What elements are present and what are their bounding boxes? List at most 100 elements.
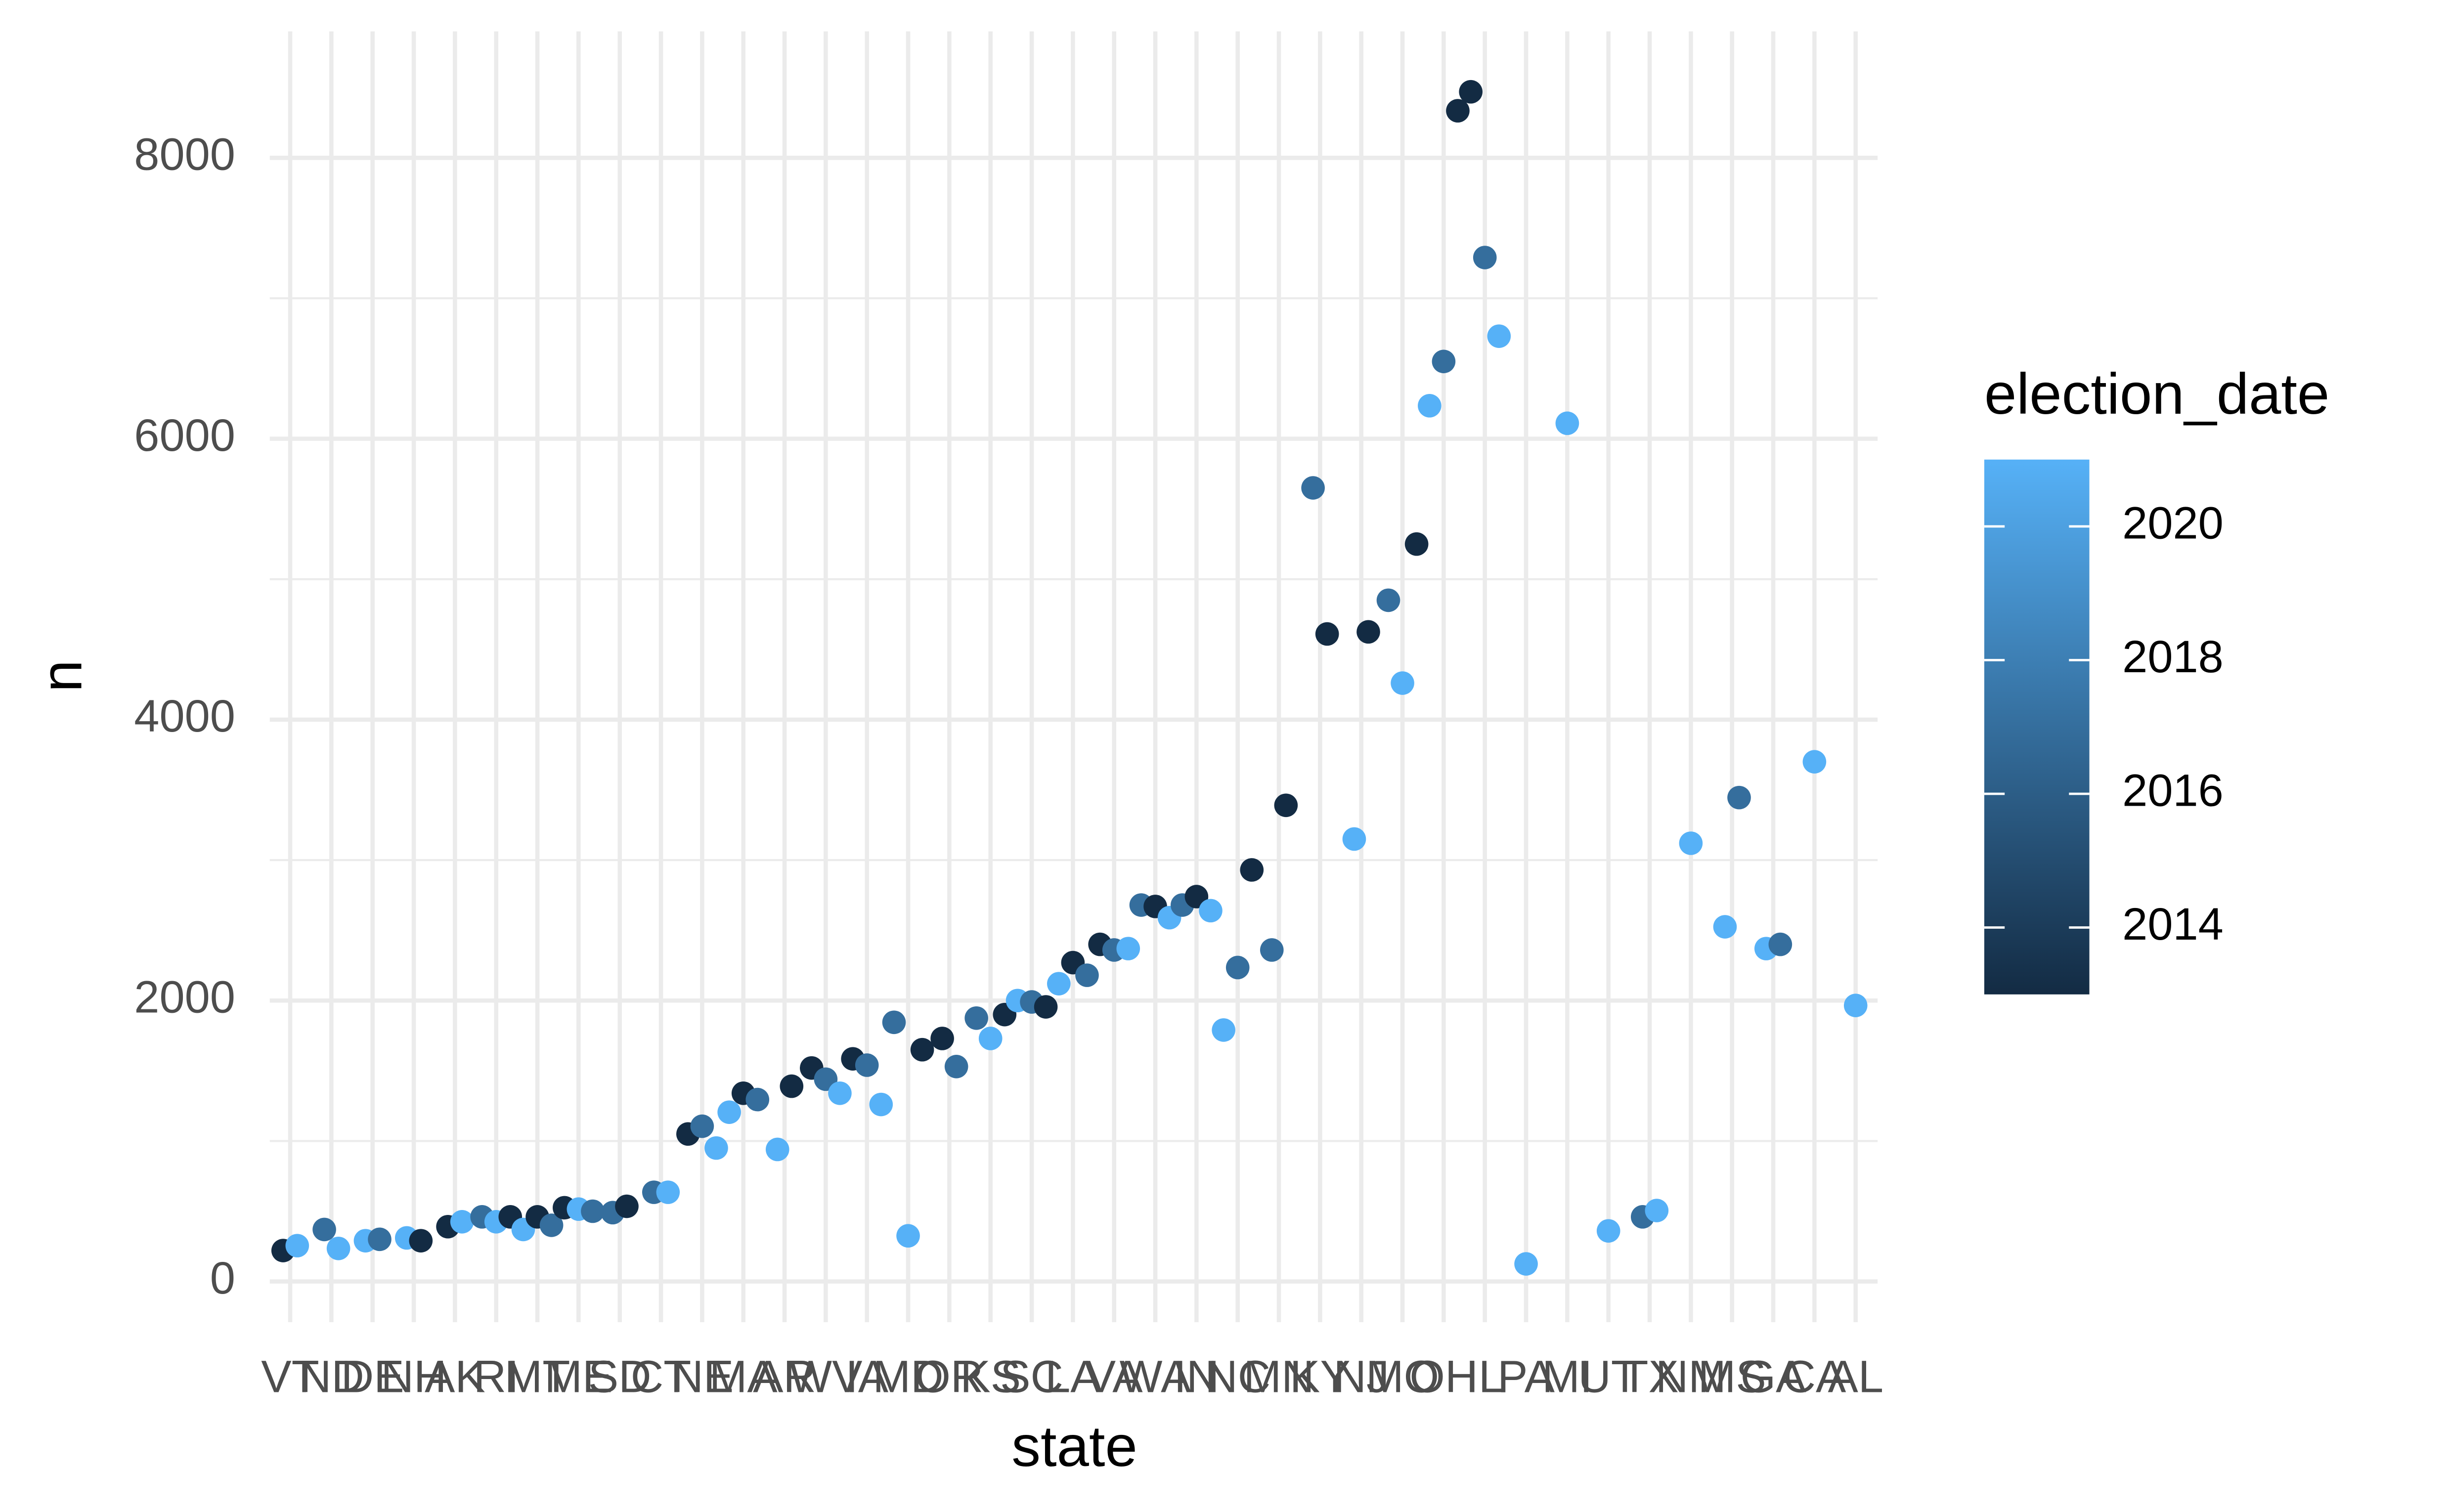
x-tick-label: RI	[474, 1352, 519, 1402]
point	[828, 1081, 852, 1105]
point	[1356, 620, 1380, 644]
legend-label: 2014	[2122, 899, 2224, 950]
point	[1376, 588, 1400, 612]
x-tick-label: MA	[709, 1352, 778, 1402]
x-tick-label: LA	[1045, 1352, 1101, 1402]
legend-label: 2020	[2122, 498, 2224, 548]
point	[1473, 246, 1497, 269]
x-tick-label: MN	[1244, 1352, 1314, 1402]
y-tick-label: 2000	[134, 972, 235, 1023]
x-tick-label: NC	[1205, 1352, 1270, 1402]
point	[1555, 411, 1579, 435]
x-tick-label: MD	[873, 1352, 944, 1402]
x-tick-label: WV	[789, 1352, 862, 1402]
x-tick-label: OR	[915, 1352, 983, 1402]
point	[1240, 858, 1264, 882]
point	[539, 1213, 564, 1237]
point	[326, 1236, 350, 1260]
x-tick-label: KY	[1290, 1352, 1351, 1402]
y-tick-label: 8000	[134, 130, 235, 180]
point	[450, 1210, 474, 1234]
point	[1301, 476, 1325, 500]
point	[1274, 793, 1298, 818]
point	[581, 1199, 605, 1223]
x-tick-label: PA	[1497, 1352, 1555, 1402]
point	[930, 1027, 954, 1050]
x-tick-label: AR	[753, 1352, 816, 1402]
x-tick-label: MO	[1366, 1352, 1439, 1402]
point	[1315, 622, 1339, 646]
point	[1034, 995, 1058, 1019]
x-tick-label: UT	[1578, 1352, 1639, 1402]
point	[1432, 349, 1456, 374]
x-tick-label: NJ	[1334, 1352, 1389, 1402]
legend-label: 2018	[2122, 632, 2224, 682]
x-tick-label: IL	[1466, 1352, 1504, 1402]
point	[1075, 963, 1099, 987]
y-tick-label: 4000	[134, 691, 235, 741]
point	[1514, 1252, 1538, 1276]
point	[1487, 324, 1511, 348]
point	[1802, 750, 1827, 774]
x-tick-label: ND	[299, 1352, 364, 1402]
x-tick-label: CA	[1783, 1352, 1846, 1402]
point	[1446, 99, 1470, 123]
point	[1459, 80, 1483, 104]
point	[896, 1224, 920, 1248]
point	[944, 1055, 968, 1079]
x-tick-label: ME	[544, 1352, 612, 1402]
point	[704, 1136, 728, 1160]
x-tick-label: AK	[425, 1352, 485, 1402]
x-tick-label: SC	[1000, 1352, 1063, 1402]
point	[1404, 532, 1429, 556]
point	[780, 1074, 804, 1098]
point	[409, 1229, 433, 1253]
x-tick-label: NH	[381, 1352, 447, 1402]
point	[765, 1137, 789, 1162]
x-axis-title: state	[1011, 1414, 1137, 1478]
point	[1645, 1199, 1669, 1222]
point	[1225, 955, 1250, 980]
point	[285, 1234, 309, 1257]
point	[882, 1010, 906, 1035]
point	[1342, 827, 1366, 851]
x-tick-label: MT	[505, 1352, 570, 1402]
point	[978, 1027, 1003, 1050]
point	[1047, 972, 1071, 995]
x-tick-label: VA	[1086, 1352, 1143, 1402]
point	[910, 1037, 934, 1062]
point	[690, 1114, 714, 1138]
x-tick-label: MI	[1542, 1352, 1592, 1402]
point	[368, 1227, 392, 1252]
point	[1596, 1219, 1620, 1243]
x-tick-label: AL	[1828, 1352, 1883, 1402]
x-tick-label: IN	[1174, 1352, 1219, 1402]
point	[1679, 831, 1703, 855]
point	[1116, 937, 1140, 960]
x-tick-label: IA	[845, 1352, 889, 1402]
x-tick-label: WA	[1120, 1352, 1191, 1402]
legend-title: election_date	[1984, 361, 2329, 426]
point	[1199, 899, 1223, 923]
x-tick-label: NM	[1656, 1352, 1726, 1402]
point	[964, 1006, 988, 1030]
point	[855, 1053, 879, 1077]
x-tick-label: TX	[1620, 1352, 1679, 1402]
point	[1713, 915, 1737, 939]
point	[656, 1180, 680, 1204]
point	[1260, 938, 1284, 962]
y-axis-title: n	[29, 660, 93, 692]
colorbar	[1984, 459, 2090, 994]
point	[745, 1087, 770, 1112]
point	[1843, 994, 1868, 1017]
y-tick-label: 0	[210, 1253, 235, 1303]
x-tick-label: GA	[1741, 1352, 1807, 1402]
x-tick-label: SD	[588, 1352, 652, 1402]
point	[1212, 1018, 1235, 1042]
y-tick-label: 6000	[134, 410, 235, 461]
x-tick-label: DE	[341, 1352, 404, 1402]
point	[869, 1092, 893, 1117]
x-tick-label: CT	[631, 1352, 692, 1402]
